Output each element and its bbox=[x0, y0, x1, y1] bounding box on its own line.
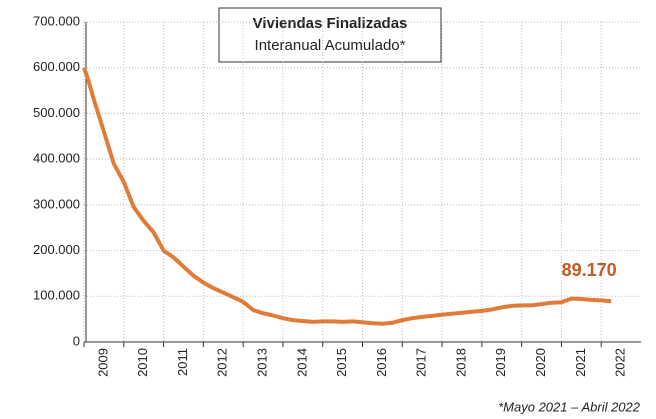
x-tick-label: 2016 bbox=[374, 348, 389, 377]
title-box bbox=[218, 7, 442, 63]
x-tick-label: 2018 bbox=[453, 348, 468, 377]
x-tick-label: 2017 bbox=[414, 348, 429, 377]
x-tick-label: 2009 bbox=[95, 348, 110, 377]
y-tick-label: 0 bbox=[73, 333, 80, 348]
y-tick-label: 600.000 bbox=[33, 59, 80, 74]
y-tick-label: 700.000 bbox=[33, 13, 80, 28]
x-tick-label: 2022 bbox=[613, 348, 628, 377]
chart-subtitle: Interanual Acumulado* bbox=[255, 37, 406, 54]
footnote: *Mayo 2021 – Abril 2022 bbox=[498, 399, 641, 414]
chart-title: Viviendas Finalizadas bbox=[253, 15, 408, 32]
y-tick-label: 300.000 bbox=[33, 196, 80, 211]
x-tick-label: 2012 bbox=[215, 348, 230, 377]
y-tick-label: 100.000 bbox=[33, 288, 80, 303]
y-tick-label: 200.000 bbox=[33, 242, 80, 257]
end-label: 89.170 bbox=[562, 260, 617, 280]
x-tick-label: 2011 bbox=[175, 348, 190, 376]
y-tick-label: 400.000 bbox=[33, 151, 80, 166]
x-tick-label: 2020 bbox=[533, 348, 548, 377]
x-tick-label: 2013 bbox=[254, 348, 269, 377]
data-line bbox=[82, 67, 612, 326]
x-tick-label: 2014 bbox=[294, 348, 309, 377]
x-tick-label: 2021 bbox=[573, 348, 588, 377]
x-tick-label: 2019 bbox=[493, 348, 508, 377]
y-tick-label: 500.000 bbox=[33, 105, 80, 120]
x-tick-label: 2015 bbox=[334, 348, 349, 377]
x-tick-label: 2010 bbox=[135, 348, 150, 377]
